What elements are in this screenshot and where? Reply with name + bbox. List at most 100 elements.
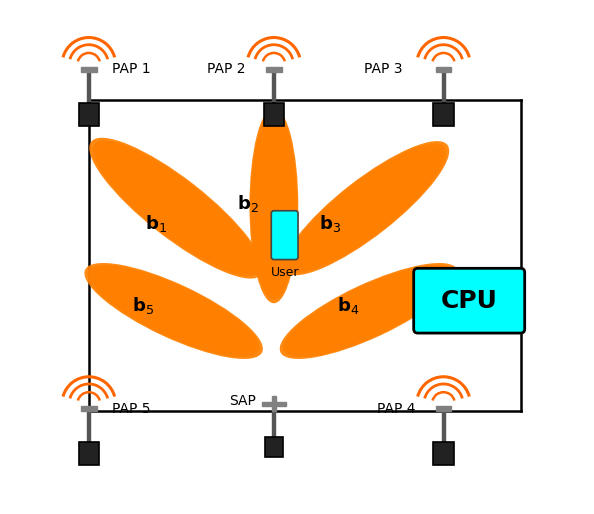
Ellipse shape bbox=[280, 263, 458, 359]
Bar bbox=[264, 103, 284, 126]
Ellipse shape bbox=[298, 153, 435, 264]
Ellipse shape bbox=[102, 148, 251, 269]
Bar bbox=[272, 72, 276, 103]
Ellipse shape bbox=[135, 175, 217, 241]
Bar bbox=[436, 406, 451, 411]
Ellipse shape bbox=[135, 290, 213, 332]
FancyBboxPatch shape bbox=[271, 211, 298, 260]
Ellipse shape bbox=[299, 273, 440, 349]
Bar bbox=[262, 402, 272, 406]
Bar bbox=[78, 103, 99, 126]
Ellipse shape bbox=[261, 153, 287, 259]
Ellipse shape bbox=[292, 148, 441, 268]
Ellipse shape bbox=[305, 277, 433, 345]
Ellipse shape bbox=[292, 270, 446, 352]
Ellipse shape bbox=[295, 271, 443, 351]
Ellipse shape bbox=[126, 168, 226, 249]
Ellipse shape bbox=[99, 145, 254, 271]
Ellipse shape bbox=[324, 174, 408, 242]
Ellipse shape bbox=[289, 146, 443, 270]
Ellipse shape bbox=[263, 163, 285, 248]
Ellipse shape bbox=[138, 177, 214, 239]
Bar bbox=[433, 103, 454, 126]
Bar bbox=[266, 67, 282, 72]
Ellipse shape bbox=[324, 287, 414, 335]
Ellipse shape bbox=[113, 278, 235, 344]
Ellipse shape bbox=[301, 155, 432, 261]
Text: PAP 4: PAP 4 bbox=[377, 401, 415, 416]
Ellipse shape bbox=[257, 139, 290, 272]
Ellipse shape bbox=[97, 270, 250, 352]
Bar bbox=[78, 442, 99, 465]
Ellipse shape bbox=[308, 278, 430, 344]
Ellipse shape bbox=[106, 275, 241, 347]
Bar bbox=[436, 67, 451, 72]
Ellipse shape bbox=[318, 170, 414, 247]
Bar bbox=[433, 442, 454, 465]
Ellipse shape bbox=[84, 263, 263, 359]
Bar bbox=[442, 411, 445, 442]
Text: PAP 5: PAP 5 bbox=[112, 401, 150, 416]
Text: $\mathbf{b}$$_{1}$: $\mathbf{b}$$_{1}$ bbox=[145, 213, 167, 234]
Ellipse shape bbox=[114, 158, 239, 259]
Ellipse shape bbox=[253, 122, 295, 289]
Ellipse shape bbox=[89, 138, 263, 279]
Ellipse shape bbox=[283, 141, 449, 276]
Bar bbox=[272, 396, 276, 411]
Ellipse shape bbox=[105, 150, 248, 266]
Ellipse shape bbox=[327, 288, 411, 334]
Ellipse shape bbox=[286, 266, 452, 356]
Ellipse shape bbox=[251, 115, 296, 297]
Ellipse shape bbox=[96, 143, 257, 273]
Text: SAP: SAP bbox=[229, 394, 256, 408]
Bar bbox=[276, 402, 286, 406]
Ellipse shape bbox=[100, 271, 247, 351]
Ellipse shape bbox=[91, 266, 257, 356]
Ellipse shape bbox=[311, 280, 426, 342]
Ellipse shape bbox=[254, 125, 294, 286]
Text: $\mathbf{b}$$_{4}$: $\mathbf{b}$$_{4}$ bbox=[337, 296, 359, 316]
Ellipse shape bbox=[255, 132, 292, 279]
Ellipse shape bbox=[119, 282, 228, 340]
Ellipse shape bbox=[302, 275, 436, 347]
Ellipse shape bbox=[315, 167, 417, 249]
Ellipse shape bbox=[255, 128, 293, 283]
Ellipse shape bbox=[307, 160, 426, 256]
Ellipse shape bbox=[318, 283, 421, 339]
Text: $\mathbf{b}$$_{5}$: $\mathbf{b}$$_{5}$ bbox=[132, 296, 154, 316]
Ellipse shape bbox=[132, 288, 216, 334]
Ellipse shape bbox=[117, 160, 236, 256]
Ellipse shape bbox=[333, 181, 400, 235]
Ellipse shape bbox=[286, 143, 446, 273]
Ellipse shape bbox=[304, 158, 429, 259]
Ellipse shape bbox=[94, 268, 254, 354]
Ellipse shape bbox=[258, 142, 290, 269]
Ellipse shape bbox=[141, 180, 211, 236]
Text: User: User bbox=[270, 266, 299, 279]
Ellipse shape bbox=[295, 151, 438, 266]
Ellipse shape bbox=[330, 290, 408, 332]
Ellipse shape bbox=[122, 283, 225, 339]
Ellipse shape bbox=[283, 265, 455, 357]
Ellipse shape bbox=[321, 285, 417, 337]
Ellipse shape bbox=[125, 285, 222, 337]
Ellipse shape bbox=[321, 172, 411, 245]
Ellipse shape bbox=[123, 165, 229, 251]
Ellipse shape bbox=[249, 108, 298, 303]
Text: PAP 2: PAP 2 bbox=[207, 62, 245, 77]
Text: CPU: CPU bbox=[441, 289, 498, 313]
Ellipse shape bbox=[116, 280, 232, 342]
Ellipse shape bbox=[103, 273, 244, 349]
Ellipse shape bbox=[314, 282, 424, 340]
Ellipse shape bbox=[333, 292, 405, 330]
Ellipse shape bbox=[261, 156, 286, 255]
Ellipse shape bbox=[120, 162, 232, 254]
Text: $\mathbf{b}$$_{2}$: $\mathbf{b}$$_{2}$ bbox=[237, 193, 259, 213]
Ellipse shape bbox=[138, 292, 209, 330]
Ellipse shape bbox=[129, 170, 223, 246]
Ellipse shape bbox=[330, 179, 403, 237]
FancyBboxPatch shape bbox=[413, 268, 525, 333]
Ellipse shape bbox=[110, 277, 238, 345]
Bar bbox=[265, 437, 283, 457]
Text: PAP 1: PAP 1 bbox=[112, 62, 151, 77]
